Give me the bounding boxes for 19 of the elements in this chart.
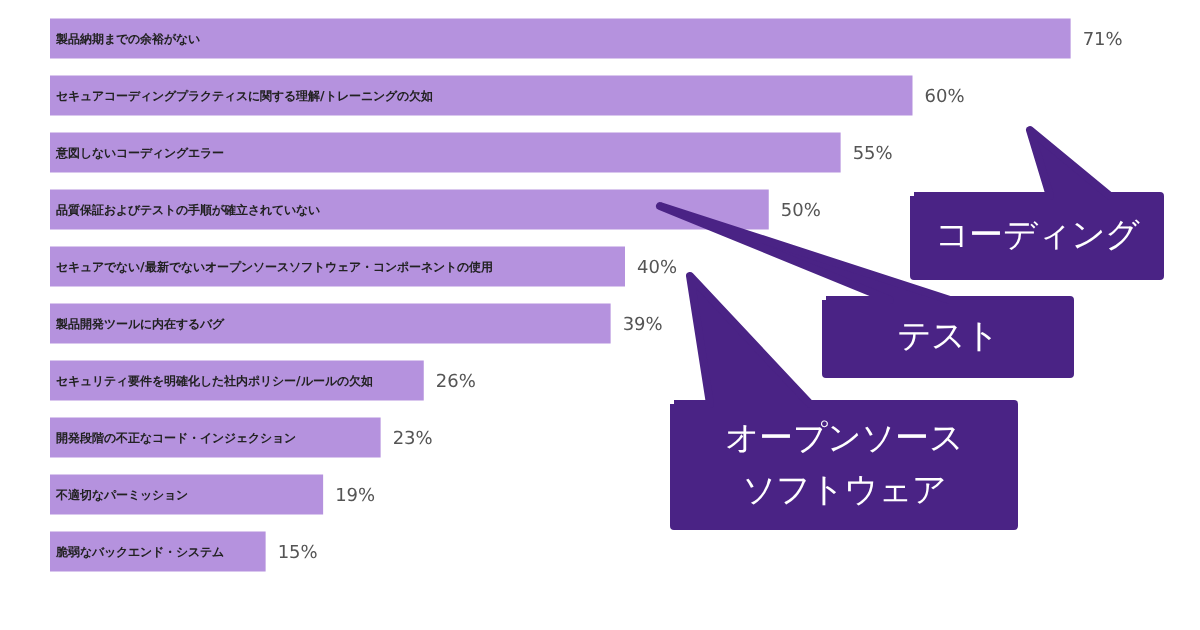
data-label: 40%: [637, 258, 678, 279]
annotation: オープンソース: [725, 419, 963, 459]
data-label: 26%: [435, 372, 477, 393]
bar: [50, 18, 1071, 59]
data-label: 71%: [1082, 30, 1124, 51]
bar: [50, 303, 611, 344]
data-label: 39%: [622, 315, 664, 336]
annotation: コーディング: [935, 216, 1141, 256]
annotation: ソフトウェア: [742, 471, 946, 511]
data-label: 55%: [852, 144, 894, 165]
data-label: 60%: [924, 87, 966, 108]
data-label: 15%: [277, 543, 319, 564]
annotation: テスト: [897, 317, 999, 357]
bar: [50, 474, 324, 515]
data-label: 50%: [780, 201, 822, 222]
data-label: 23%: [392, 429, 434, 450]
bar: [50, 75, 913, 116]
data-label: 19%: [335, 486, 377, 507]
bar: [50, 132, 841, 173]
